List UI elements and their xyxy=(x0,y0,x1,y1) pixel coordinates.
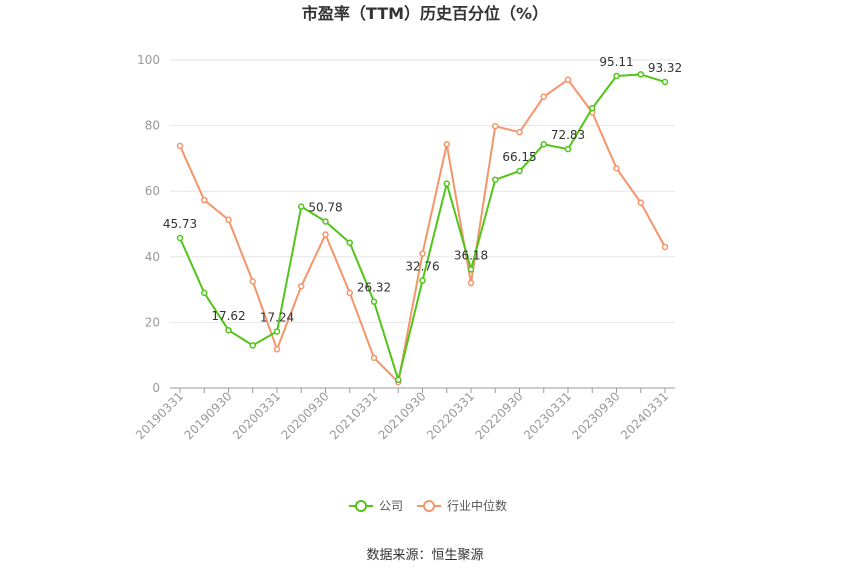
x-tick-label: 20190331 xyxy=(133,389,186,442)
data-point xyxy=(637,199,644,206)
y-tick-label: 100 xyxy=(137,53,160,67)
x-tick-label: 20210331 xyxy=(327,389,380,442)
y-tick-label: 20 xyxy=(145,315,160,329)
legend-item[interactable]: 行业中位数 xyxy=(417,498,507,513)
legend-swatch-marker xyxy=(423,500,435,512)
data-point xyxy=(516,167,523,175)
x-tick-label: 20200331 xyxy=(230,389,283,442)
data-point xyxy=(540,141,547,148)
data-point xyxy=(201,196,208,204)
data-label: 36.18 xyxy=(454,248,488,262)
data-point xyxy=(273,346,281,353)
data-point xyxy=(201,289,208,297)
data-point xyxy=(176,142,184,150)
data-point xyxy=(564,76,572,83)
x-tick-label: 20220930 xyxy=(473,389,526,442)
grid xyxy=(170,59,675,323)
data-point xyxy=(613,72,620,80)
data-point xyxy=(564,145,572,153)
data-point xyxy=(298,203,305,210)
data-point xyxy=(419,250,426,257)
data-point xyxy=(322,231,329,238)
y-tick-label: 40 xyxy=(145,250,160,264)
data-label: 17.62 xyxy=(211,309,245,323)
y-tick-label: 80 xyxy=(145,119,160,133)
data-point xyxy=(467,266,475,273)
series-layer xyxy=(176,71,669,386)
data-point xyxy=(298,283,305,290)
data-point xyxy=(492,176,499,183)
data-labels: 45.73 17.62 17.24 50.78 26.32 32.76 36.18 66.15… xyxy=(163,55,682,324)
data-point xyxy=(273,328,281,335)
data-label: 45.73 xyxy=(163,217,197,231)
source-note: 数据来源：恒生聚源 xyxy=(366,548,483,563)
legend-label: 公司 xyxy=(379,499,403,513)
data-point xyxy=(225,326,232,334)
y-axis: 0 20 40 60 80 100 xyxy=(137,53,160,395)
data-point xyxy=(419,277,426,284)
data-point xyxy=(467,279,475,287)
data-point xyxy=(661,243,669,251)
data-point xyxy=(540,93,547,100)
data-point xyxy=(346,239,353,246)
x-tick-label: 20210930 xyxy=(376,389,429,442)
data-point xyxy=(322,218,329,225)
x-tick-label: 20230930 xyxy=(570,389,623,442)
data-label: 72.83 xyxy=(551,128,585,142)
data-point xyxy=(176,234,184,242)
data-label: 26.32 xyxy=(357,281,391,295)
legend-swatch-marker xyxy=(355,500,367,512)
data-point xyxy=(346,289,353,297)
series-line xyxy=(179,78,666,384)
x-tick-label: 20220331 xyxy=(424,389,477,442)
legend[interactable]: 公司 行业中位数 xyxy=(349,498,507,513)
data-point xyxy=(516,128,523,136)
x-tick-label: 20200930 xyxy=(279,389,332,442)
data-label: 32.76 xyxy=(405,260,439,274)
series-line xyxy=(179,73,666,381)
legend-label: 行业中位数 xyxy=(447,498,507,513)
x-tick-label: 20240331 xyxy=(618,389,671,442)
y-tick-label: 60 xyxy=(145,184,160,198)
data-label: 50.78 xyxy=(308,200,342,214)
data-label: 66.15 xyxy=(502,150,536,164)
legend-item[interactable]: 公司 xyxy=(349,499,403,513)
data-point xyxy=(395,376,402,384)
data-point xyxy=(613,164,620,172)
data-point xyxy=(637,71,644,78)
x-tick-label: 20230331 xyxy=(521,389,574,442)
data-point xyxy=(225,216,232,223)
x-axis: 2019033120190930202003312020093020210331… xyxy=(133,387,675,442)
data-label: 95.11 xyxy=(599,55,633,69)
data-point xyxy=(370,298,378,305)
y-tick-label: 0 xyxy=(152,381,160,395)
data-point xyxy=(492,123,499,130)
data-point xyxy=(589,104,596,112)
x-tick-label: 20190930 xyxy=(182,389,235,442)
data-point xyxy=(370,354,378,362)
data-point xyxy=(661,78,669,86)
data-point xyxy=(443,141,450,148)
data-label: 17.24 xyxy=(260,310,294,324)
data-point xyxy=(249,342,256,349)
data-label: 93.32 xyxy=(648,61,682,75)
data-point xyxy=(443,180,450,187)
chart-title: 市盈率（TTM）历史百分位（%） xyxy=(302,4,548,23)
data-point xyxy=(249,278,256,285)
